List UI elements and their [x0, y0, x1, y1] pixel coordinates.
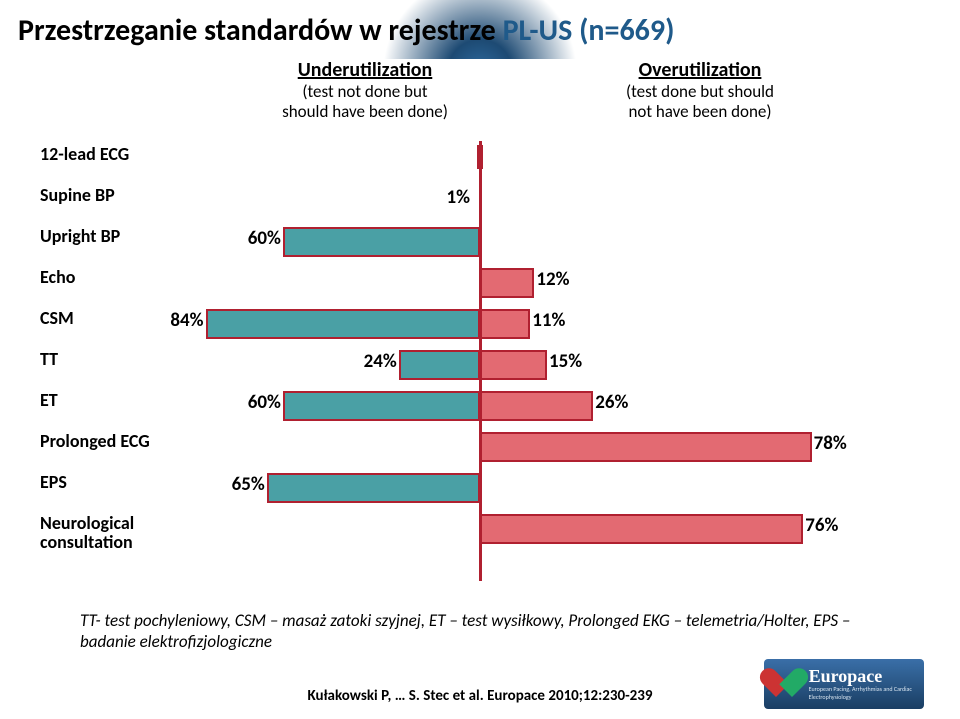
under-bar	[283, 391, 480, 421]
logo-text-wrap: Europace European Pacing, Arrhythmias an…	[809, 667, 924, 701]
under-value: 1%	[447, 186, 470, 209]
header-underutilization: Underutilization (test not done but shou…	[260, 59, 470, 121]
under-bar	[399, 350, 480, 380]
chart-row: ET 60% 26%	[40, 387, 920, 428]
under-bar	[267, 473, 480, 503]
logo-heart-icon	[774, 667, 801, 701]
header-under-sub2: should have been done)	[260, 102, 470, 122]
under-bar	[206, 309, 480, 339]
over-value: 26%	[595, 391, 628, 414]
chart-row: Supine BP 1%	[40, 182, 920, 223]
over-bar	[480, 391, 593, 421]
chart-headers: Underutilization (test not done but shou…	[40, 59, 920, 137]
title-prefix: Przestrzeganie standardów w rejestrze	[18, 12, 503, 49]
title-accent: PL-US (n=669)	[503, 12, 675, 49]
over-value: 11%	[532, 309, 565, 332]
chart-row: Upright BP 60%	[40, 223, 920, 264]
chart-row: Neurological consultation 76%	[40, 510, 920, 562]
tiny-marker	[477, 145, 483, 169]
row-label: 12-lead ECG	[40, 145, 158, 164]
row-label: Supine BP	[40, 186, 158, 205]
over-value: 15%	[549, 350, 582, 373]
row-label: ET	[40, 391, 158, 410]
logo-brand: Europace	[809, 667, 924, 685]
journal-logo: Europace European Pacing, Arrhythmias an…	[764, 659, 924, 709]
over-value: 12%	[536, 268, 569, 291]
chart-rows: 12-lead ECG Supine BP 1% Upright BP 60% Echo 1…	[40, 141, 920, 562]
logo-sub: European Pacing, Arrhythmias and Cardiac…	[809, 685, 924, 701]
under-value: 24%	[364, 350, 397, 373]
over-bar	[480, 432, 812, 462]
row-label: Prolonged ECG	[40, 432, 158, 451]
over-value: 76%	[805, 514, 838, 537]
over-bar	[480, 350, 547, 380]
footnote: TT- test pochyleniowy, CSM – masaż zatok…	[80, 610, 880, 653]
over-bar	[480, 309, 530, 339]
under-value: 60%	[248, 391, 281, 414]
chart-row: TT 24% 15%	[40, 346, 920, 387]
row-label: EPS	[40, 473, 158, 492]
header-over-sub2: not have been done)	[595, 102, 805, 122]
chart-row: 12-lead ECG	[40, 141, 920, 182]
row-label: Upright BP	[40, 227, 158, 246]
row-label: CSM	[40, 309, 158, 328]
diverging-bar-chart: Underutilization (test not done but shou…	[40, 59, 920, 599]
over-bar	[480, 268, 534, 298]
header-under-sub1: (test not done but	[260, 82, 470, 102]
header-over-sub1: (test done but should	[595, 82, 805, 102]
over-bar	[480, 514, 803, 544]
chart-row: CSM 84% 11%	[40, 305, 920, 346]
chart-row: Prolonged ECG 78%	[40, 428, 920, 469]
header-under-title: Underutilization	[260, 59, 470, 82]
chart-row: Echo 12%	[40, 264, 920, 305]
header-overutilization: Overutilization (test done but should no…	[595, 59, 805, 121]
header-over-title: Overutilization	[595, 59, 805, 82]
under-value: 65%	[232, 473, 265, 496]
row-label: TT	[40, 350, 158, 369]
row-label: Neurological consultation	[40, 514, 158, 552]
slide-title: Przestrzeganie standardów w rejestrze PL…	[0, 0, 960, 55]
chart-row: EPS 65%	[40, 469, 920, 510]
over-value: 78%	[814, 432, 847, 455]
under-value: 84%	[170, 309, 203, 332]
under-value: 60%	[248, 227, 281, 250]
under-bar	[283, 227, 480, 257]
row-label: Echo	[40, 268, 158, 287]
